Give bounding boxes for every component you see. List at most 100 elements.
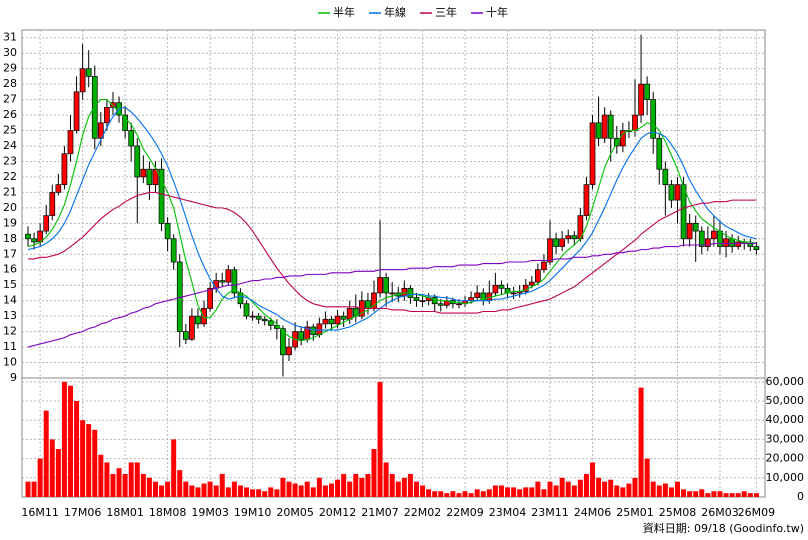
candle-body [753,246,760,250]
volume-bar [128,462,134,497]
candle-body [25,233,31,240]
volume-bar [650,481,656,497]
volume-bar [529,487,535,497]
x-tick-label: 16M11 [21,506,59,519]
volume-bar [498,485,504,497]
x-tick-label: 22M09 [446,506,484,519]
ma-line [27,106,757,331]
candle-body [674,184,681,201]
y-tick-label: 10 [3,356,17,369]
ma-line [28,191,757,314]
volume-bar [74,401,80,497]
volume-bar [747,493,753,497]
candle-body [122,114,128,131]
y-tick-label: 14 [3,294,17,307]
volume-bar [171,439,177,497]
candle-body [735,241,742,247]
volume-bar [322,485,328,497]
volume-bar [426,489,432,497]
candle-body [607,114,614,139]
y-tick-label: 22 [3,170,17,183]
candle-body [723,238,729,247]
legend-label: 三年 [435,5,457,19]
y-tick-label: 9 [10,371,17,384]
legend-label: 半年 [333,5,355,19]
candle-body [310,326,317,336]
candle-body [474,292,481,298]
candle-body [401,287,408,297]
candle-body [571,235,578,240]
candle-body [729,238,735,247]
volume-bar [225,487,231,497]
volume-bar [316,477,322,497]
volume-bar [753,493,759,497]
volume-bar [729,493,735,497]
y-tick-label: 29 [3,62,17,75]
volume-bar [244,487,250,497]
volume-bar [335,479,341,497]
candle-body [668,184,675,201]
volume-bar [37,458,43,497]
y2-tick-label: 30,000 [766,432,805,445]
y2-tick-label: 0 [797,490,804,503]
x-tick-label: 20M12 [319,506,357,519]
volume-bar [134,462,140,497]
candle-body [91,76,98,139]
y-tick-label: 28 [3,77,17,90]
y-tick-label: 27 [3,93,17,106]
candle-body [195,315,201,325]
volume-bar [626,483,632,497]
volume-bar [547,481,553,497]
footnote: 資料日期: 09/18 (Goodinfo.tw) [643,521,804,535]
volume-bar [310,487,316,497]
y-tick-label: 16 [3,263,17,276]
y-tick-label: 31 [3,31,17,44]
volume-bar [687,491,693,497]
volume-bar [377,381,383,497]
volume-bar [535,481,541,497]
candle-body [383,277,389,294]
volume-bar [395,481,401,497]
candle-body [698,230,705,247]
volume-bar [104,462,110,497]
candle-body [541,261,547,271]
volume-bar [365,473,371,497]
x-tick-label: 24M06 [574,506,612,519]
volume-bar [723,493,729,497]
candle-body [389,292,396,295]
volume-bar [274,489,280,497]
candle-body [346,308,353,320]
volume-bar [735,493,741,497]
volume-bar [389,473,395,497]
volume-bar [146,477,152,497]
volume-bar [444,493,450,497]
volume-bar [590,462,596,497]
candle-body [340,315,347,320]
candle-body [528,281,535,286]
y2-tick-label: 10,000 [766,471,805,484]
volume-bar [608,479,614,497]
candle-body [322,318,329,325]
candle-body [31,238,37,243]
volume-bar [213,485,219,497]
candle-body [662,168,669,186]
volume-bar [741,491,747,497]
candle-body [686,222,693,240]
volume-bar [61,381,67,497]
volume-bar [717,491,723,497]
candle-body [553,238,559,247]
volume-bar [298,485,304,497]
volume-bar [201,483,207,497]
volume-bar [122,473,128,497]
candle-body [140,168,147,178]
candle-body [601,114,608,139]
volume-bar [577,479,583,497]
candle-body [201,308,207,325]
y-tick-label: 23 [3,154,17,167]
candle-body [280,328,286,356]
candle-body [158,168,165,224]
candle-body [377,277,383,294]
volume-bar [468,493,474,497]
volume-bar [668,487,674,497]
